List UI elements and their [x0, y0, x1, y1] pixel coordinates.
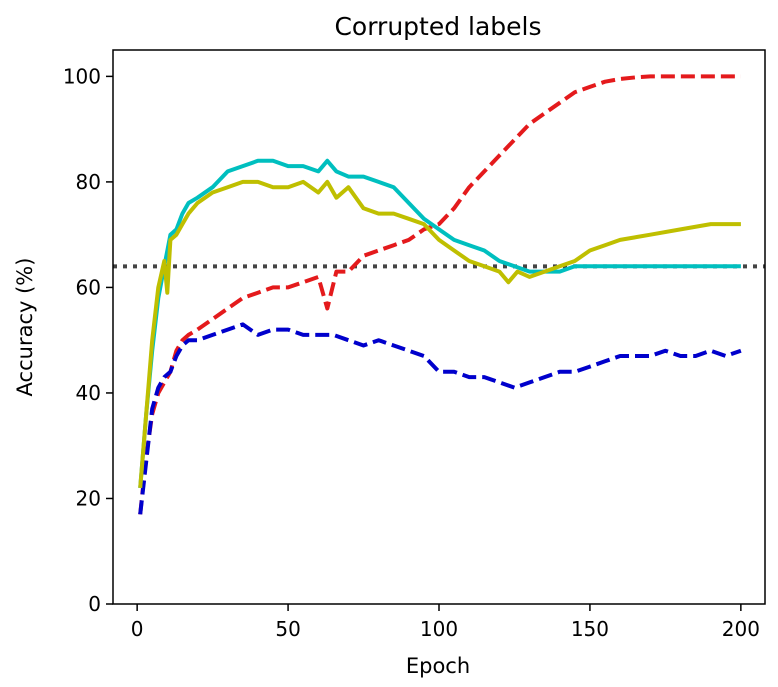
series-line-3 — [138, 158, 741, 489]
y-tick-label: 80 — [76, 170, 101, 194]
x-tick-label: 100 — [420, 617, 458, 641]
x-tick-label: 200 — [722, 617, 760, 641]
y-tick-label: 0 — [88, 592, 101, 616]
y-axis: 0 20 40 60 80 100 — [63, 64, 113, 616]
series-line-4 — [138, 179, 741, 489]
x-axis-label: Epoch — [406, 654, 470, 678]
chart-title: Corrupted labels — [334, 12, 541, 41]
x-tick-label: 50 — [275, 617, 300, 641]
series-line-2 — [138, 322, 742, 515]
x-axis: 0 50 100 150 200 — [131, 604, 760, 641]
y-axis-label: Accuracy (%) — [13, 258, 37, 397]
y-tick-label: 40 — [76, 381, 101, 405]
x-tick-label: 0 — [131, 617, 144, 641]
series-line-1 — [138, 74, 741, 515]
y-tick-label: 100 — [63, 64, 101, 88]
y-tick-label: 20 — [76, 486, 101, 510]
x-tick-label: 150 — [571, 617, 609, 641]
y-tick-label: 60 — [76, 275, 101, 299]
plot-frame — [112, 49, 766, 605]
plot-area — [113, 74, 765, 515]
